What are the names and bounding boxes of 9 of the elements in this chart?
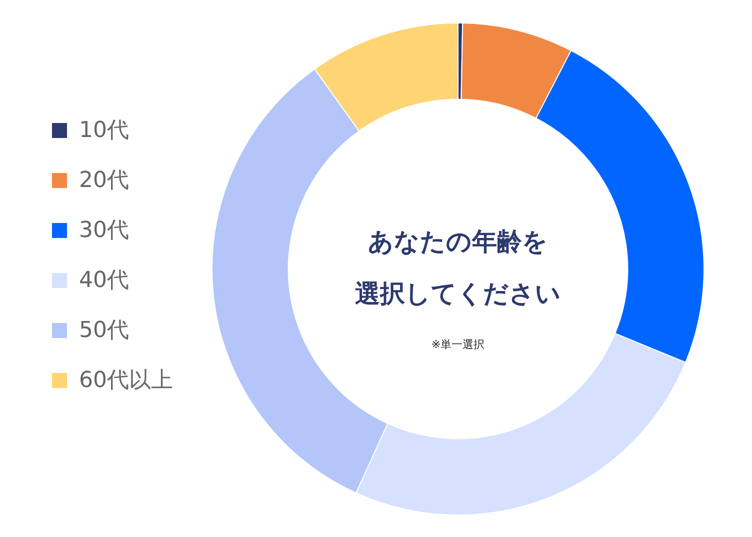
legend-label: 20代	[79, 167, 129, 195]
legend-label: 40代	[79, 267, 129, 295]
text: ※単一選択	[430, 337, 486, 352]
text: 選択してください	[354, 278, 562, 310]
legend-label: 50代	[79, 317, 129, 345]
legend-label: 30代	[79, 217, 129, 245]
legend-label: 10代	[79, 117, 129, 145]
legend-label: 60代以上	[79, 367, 173, 395]
text: あなたの年齢を	[367, 226, 549, 258]
